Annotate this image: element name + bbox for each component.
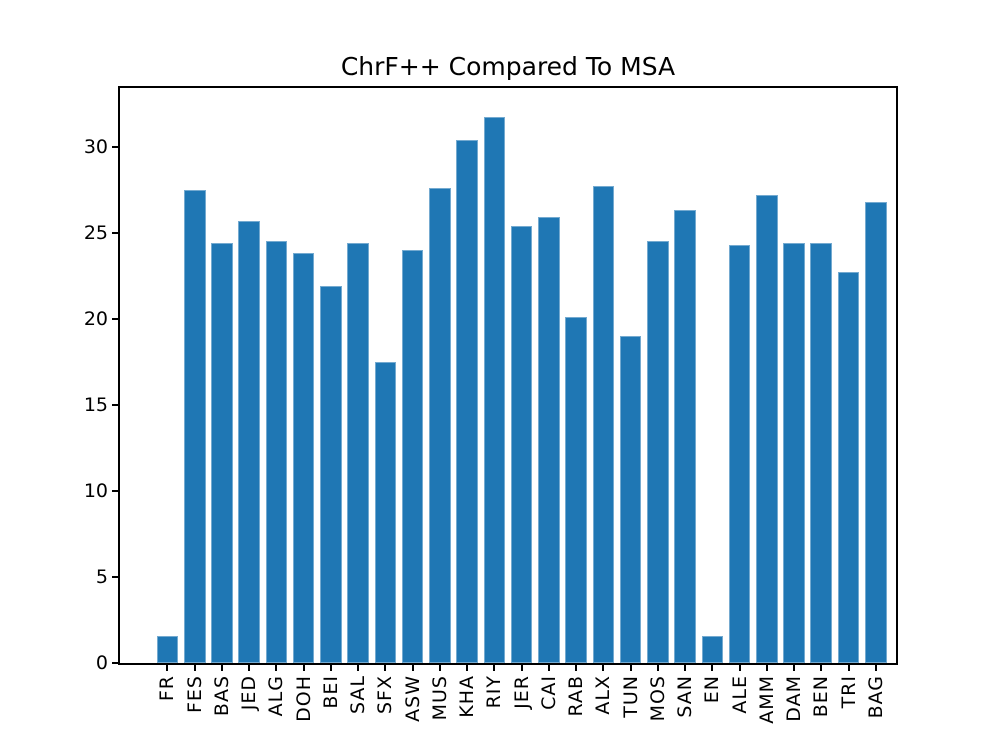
y-tick-label-5: 5 — [95, 565, 108, 588]
bar-sal — [347, 242, 369, 663]
bar-ben — [810, 242, 833, 663]
bar-bei — [320, 286, 342, 663]
x-tick-label-bag: BAG — [864, 675, 887, 719]
x-tick-label-san: SAN — [674, 675, 697, 718]
x-tick-ben — [820, 665, 823, 671]
y-tick-5 — [112, 575, 118, 578]
x-tick-bei — [329, 665, 332, 671]
x-tick-label-amm: AMM — [755, 675, 778, 724]
bar-rab — [565, 317, 587, 663]
x-tick-label-kha: KHA — [456, 675, 479, 718]
x-tick-label-bei: BEI — [319, 675, 342, 709]
bar-tri — [837, 272, 860, 663]
bar-san — [674, 210, 696, 663]
x-tick-amm — [765, 665, 768, 671]
y-tick-label-0: 0 — [95, 652, 108, 674]
x-tick-label-jer: JER — [510, 675, 533, 709]
y-tick-label-30: 30 — [83, 135, 108, 158]
x-tick-en — [711, 665, 714, 671]
x-tick-label-en: EN — [701, 675, 724, 704]
bar-jed — [238, 220, 261, 663]
y-tick-label-25: 25 — [83, 221, 108, 244]
y-tick-10 — [112, 489, 118, 492]
x-tick-label-fes: FES — [183, 675, 206, 713]
x-tick-riy — [493, 665, 496, 671]
x-tick-label-ben: BEN — [810, 675, 833, 718]
x-tick-tri — [847, 665, 850, 671]
y-tick-20 — [112, 317, 118, 320]
bar-fr — [156, 635, 179, 663]
x-tick-bas — [220, 665, 223, 671]
bar-fes — [183, 189, 206, 663]
y-tick-15 — [112, 403, 118, 406]
y-tick-25 — [112, 231, 118, 234]
bar-ale — [728, 244, 751, 663]
x-tick-label-mos: MOS — [646, 675, 669, 722]
x-tick-mus — [438, 665, 441, 671]
x-tick-fr — [166, 665, 169, 671]
x-tick-sfx — [384, 665, 387, 671]
x-tick-label-sfx: SFX — [374, 675, 397, 715]
x-tick-dam — [793, 665, 796, 671]
bar-doh — [292, 253, 315, 663]
y-tick-0 — [112, 662, 118, 664]
x-tick-label-alx: ALX — [592, 675, 615, 715]
x-tick-label-ale: ALE — [728, 675, 751, 714]
bar-riy — [483, 117, 506, 663]
bar-cai — [538, 217, 560, 663]
bar-tun — [619, 335, 642, 663]
x-tick-label-mus: MUS — [428, 675, 451, 721]
bar-en — [701, 635, 724, 663]
x-tick-label-tun: TUN — [619, 675, 642, 718]
x-tick-label-fr: FR — [156, 675, 179, 702]
bar-mos — [647, 241, 669, 663]
x-tick-jed — [248, 665, 251, 671]
x-tick-label-dam: DAM — [783, 675, 806, 722]
x-tick-label-tri: TRI — [837, 675, 860, 709]
x-tick-ale — [738, 665, 741, 671]
y-tick-30 — [112, 145, 118, 148]
plot-area — [118, 86, 898, 665]
x-tick-doh — [302, 665, 305, 671]
y-tick-label-15: 15 — [83, 393, 108, 416]
x-tick-alx — [602, 665, 605, 671]
bar-bas — [211, 242, 233, 663]
bar-sfx — [374, 361, 397, 663]
bar-kha — [456, 139, 478, 663]
x-tick-sal — [357, 665, 360, 671]
y-tick-label-10: 10 — [83, 479, 108, 502]
x-tick-label-rab: RAB — [565, 675, 588, 717]
bar-dam — [783, 242, 805, 663]
bar-jer — [510, 225, 533, 663]
x-tick-label-sal: SAL — [347, 675, 370, 714]
x-tick-san — [684, 665, 687, 671]
x-tick-bag — [874, 665, 877, 671]
x-tick-asw — [411, 665, 414, 671]
bar-alx — [592, 186, 615, 663]
x-tick-label-jed: JED — [238, 675, 261, 711]
x-tick-label-doh: DOH — [292, 675, 315, 722]
bar-amm — [755, 194, 778, 663]
x-tick-label-asw: ASW — [401, 675, 424, 722]
x-tick-label-bas: BAS — [210, 675, 233, 717]
x-tick-fes — [193, 665, 196, 671]
bar-mus — [429, 187, 451, 663]
x-tick-kha — [466, 665, 469, 671]
y-tick-label-20: 20 — [83, 307, 108, 330]
x-tick-label-alg: ALG — [265, 675, 288, 717]
x-tick-alg — [275, 665, 278, 671]
x-tick-tun — [629, 665, 632, 671]
bar-alg — [265, 241, 288, 663]
bar-asw — [401, 249, 424, 663]
x-tick-cai — [547, 665, 550, 671]
x-tick-label-riy: RIY — [483, 675, 506, 709]
chart-title: ChrF++ Compared To MSA — [340, 52, 676, 81]
x-tick-jer — [520, 665, 523, 671]
x-tick-label-cai: CAI — [537, 675, 560, 710]
bar-bag — [864, 201, 887, 663]
x-tick-rab — [575, 665, 578, 671]
x-tick-mos — [656, 665, 659, 671]
